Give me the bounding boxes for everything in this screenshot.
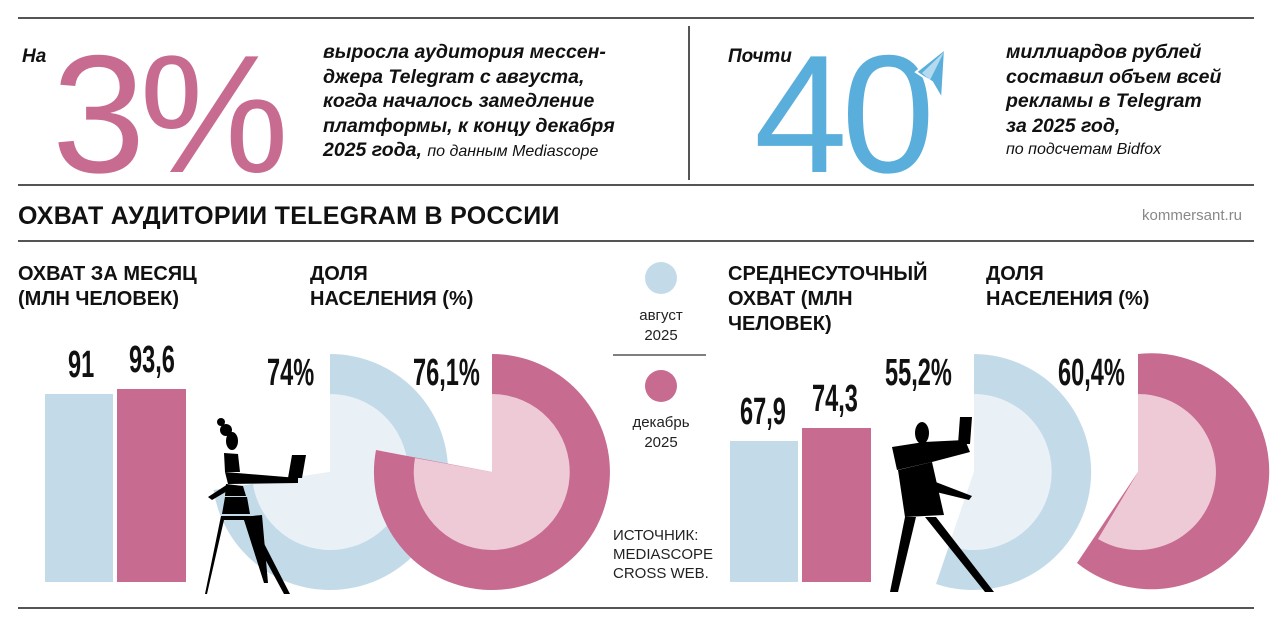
label-bar-daily-december: 74,3 [812, 378, 858, 420]
bar-daily-december [802, 428, 871, 582]
stat-right-source: по подсчетам Bidfox [1006, 141, 1162, 158]
title-rule [18, 240, 1254, 242]
legend-august-label: август 2025 [639, 307, 683, 344]
site-credit: kommersant.ru [1142, 207, 1243, 224]
stat-left-source: по данным Mediascope [427, 143, 599, 160]
donut-monthly-december [373, 354, 610, 590]
donut-monthly-august [213, 353, 449, 590]
header-daily-share: ДОЛЯ НАСЕЛЕНИЯ (%) [986, 263, 1150, 310]
source-note: ИСТОЧНИК: MEDIASCOPE CROSS WEB. [613, 527, 714, 582]
bar-daily-august [730, 441, 798, 582]
header-monthly-share: ДОЛЯ НАСЕЛЕНИЯ (%) [310, 263, 474, 310]
label-bar-monthly-december: 93,6 [129, 339, 175, 381]
donut-daily-august [936, 354, 1092, 590]
label-donut-monthly-december: 76,1% [413, 352, 480, 394]
header-monthly-reach: ОХВАТ ЗА МЕСЯЦ (МЛН ЧЕЛОВЕК) [18, 263, 197, 310]
label-bar-daily-august: 67,9 [740, 391, 786, 433]
label-bar-monthly-august: 91 [68, 344, 95, 386]
label-donut-monthly-august: 74% [267, 352, 315, 394]
stat-left-big-number: 3% [52, 20, 289, 208]
bottom-rule [18, 607, 1254, 609]
stat-left-text: выросла аудитория мессен- джера Telegram… [323, 41, 615, 161]
label-donut-daily-august: 55,2% [885, 352, 952, 394]
legend-august-swatch [645, 262, 677, 294]
stat-right-lead: Почти [728, 46, 792, 67]
donut-daily-december [1077, 353, 1270, 590]
stat-left-lead: На [22, 46, 47, 67]
legend-december-label: декабрь 2025 [632, 414, 690, 451]
top-rule [18, 17, 1254, 19]
stats-bottom-rule [18, 184, 1254, 186]
stat-right-text: миллиардов рублей составил объем всей ре… [1006, 40, 1266, 163]
section-title: ОХВАТ АУДИТОРИИ TELEGRAM В РОССИИ [18, 202, 560, 230]
label-donut-daily-december: 60,4% [1058, 352, 1125, 394]
header-daily-reach: СРЕДНЕСУТОЧНЫЙ ОХВАТ (МЛН ЧЕЛОВЕК) [728, 263, 928, 335]
bar-monthly-december [117, 389, 186, 582]
legend-december-swatch [645, 370, 677, 402]
man-with-phone-figure [890, 417, 994, 592]
stat-right-big-number: 40 [754, 20, 935, 208]
bar-monthly-august [45, 394, 113, 582]
stat-divider [688, 26, 690, 180]
woman-with-laptop-figure [205, 418, 306, 594]
